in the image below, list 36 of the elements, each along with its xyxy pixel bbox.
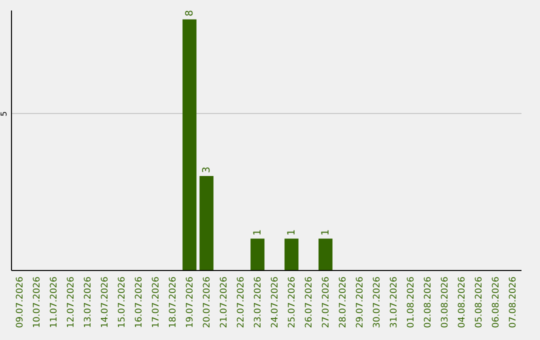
x-tick-label: 29.07.2026	[356, 276, 366, 328]
x-tick-label: 06.08.2026	[492, 276, 502, 328]
x-tick-label: 30.07.2026	[372, 276, 382, 328]
x-tick-label: 03.08.2026	[440, 276, 450, 328]
x-tick-label: 13.07.2026	[84, 276, 94, 328]
data-label: 1	[252, 229, 264, 236]
x-tick-label: 26.07.2026	[304, 276, 314, 328]
x-tick-label: 01.08.2026	[406, 276, 416, 328]
x-tick-label: 11.07.2026	[50, 276, 60, 328]
x-tick-label: 17.07.2026	[152, 276, 162, 328]
x-tick-label: 15.07.2026	[118, 276, 128, 328]
x-tick-label: 19.07.2026	[186, 276, 196, 328]
x-tick-label: 28.07.2026	[338, 276, 348, 328]
y-tick-label: 5	[0, 111, 8, 116]
x-tick-label: 05.08.2026	[474, 276, 484, 328]
x-tick-label: 23.07.2026	[254, 276, 264, 328]
x-tick-label: 02.08.2026	[424, 276, 434, 328]
x-tick-label: 07.08.2026	[508, 276, 518, 328]
x-tick-label: 22.07.2026	[236, 276, 246, 328]
x-tick-label: 10.07.2026	[32, 276, 42, 328]
data-label: 1	[320, 229, 332, 236]
x-tick-label: 12.07.2026	[66, 276, 76, 328]
x-tick-label: 04.08.2026	[458, 276, 468, 328]
x-tick-label: 21.07.2026	[220, 276, 230, 328]
x-tick-label: 24.07.2026	[270, 276, 280, 328]
x-tick-label: 27.07.2026	[322, 276, 332, 328]
data-label: 8	[184, 10, 196, 16]
x-tick-label: 09.07.2026	[16, 276, 26, 328]
x-tick-label: 18.07.2026	[168, 276, 178, 328]
x-tick-label: 31.07.2026	[390, 276, 400, 328]
x-tick-label: 25.07.2026	[288, 276, 298, 328]
x-tick-label: 14.07.2026	[100, 276, 110, 328]
x-tick-label: 20.07.2026	[202, 276, 212, 328]
data-label: 3	[202, 166, 212, 174]
x-tick-label: 16.07.2026	[134, 276, 144, 328]
data-label: 1	[286, 229, 298, 236]
